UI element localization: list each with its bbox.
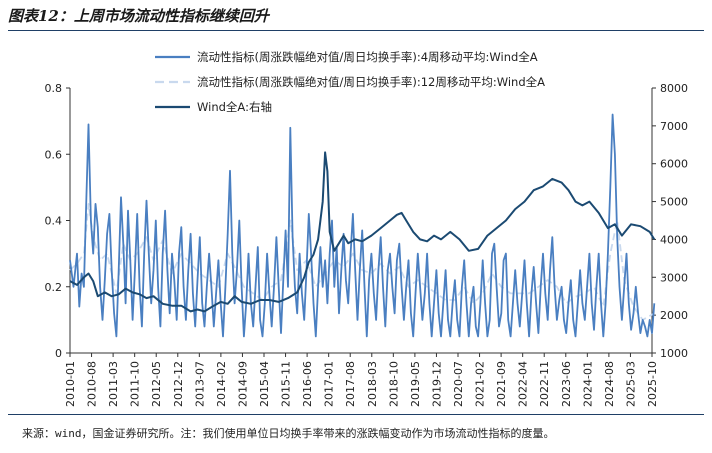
y-left-tick-label: 0.8 — [45, 82, 63, 95]
x-tick-label: 2014-09 — [236, 361, 249, 407]
y-left-tick-label: 0.2 — [45, 281, 63, 294]
y-right-tick-label: 1000 — [660, 347, 688, 360]
series-line-3 — [69, 151, 656, 313]
x-tick-label: 2016-06 — [301, 361, 314, 407]
source-note: 来源：wind，国金证券研究所。注：我们使用单位日均换手率带来的涨跌幅变动作为市… — [22, 427, 555, 440]
x-tick-label: 2017-08 — [344, 361, 357, 407]
x-tick-label: 2023-06 — [560, 361, 573, 407]
y-left-tick-label: 0 — [55, 347, 62, 360]
x-tick-label: 2011-10 — [129, 361, 142, 407]
x-tick-label: 2018-03 — [366, 361, 379, 407]
x-tick-label: 2015-04 — [258, 361, 271, 407]
series-layer — [69, 113, 656, 338]
x-tick-label: 2019-12 — [430, 361, 443, 407]
x-tick-label: 2015-11 — [280, 361, 293, 407]
x-tick-label: 2010-01 — [64, 361, 77, 407]
legend-label-3: Wind全A:右轴 — [197, 100, 272, 114]
series-line-1 — [69, 113, 656, 338]
y-left-tick-label: 0.4 — [45, 215, 63, 228]
title-rule — [8, 30, 704, 31]
x-tick-label: 2021-09 — [495, 361, 508, 407]
legend-label-2: 流动性指标(周涨跌幅绝对值/周日均换手率):12周移动平均:Wind全A — [197, 75, 545, 89]
y-right-tick-label: 8000 — [660, 82, 688, 95]
legend-label-1: 流动性指标(周涨跌幅绝对值/周日均换手率):4周移动平均:Wind全A — [197, 50, 538, 64]
x-tick-label: 2024-01 — [581, 361, 594, 407]
chart-legend: 流动性指标(周涨跌幅绝对值/周日均换手率):4周移动平均:Wind全A 流动性指标… — [155, 50, 545, 114]
x-tick-label: 2022-11 — [538, 361, 551, 407]
x-tick-label: 2019-05 — [409, 361, 422, 407]
x-tick-label: 2010-08 — [86, 361, 99, 407]
x-tick-label: 2020-07 — [452, 361, 465, 407]
y-right-tick-label: 2000 — [660, 309, 688, 322]
y-right-tick-label: 5000 — [660, 196, 688, 209]
x-tick-label: 2018-10 — [387, 361, 400, 407]
x-tick-label: 2012-12 — [172, 361, 185, 407]
x-tick-label: 2021-02 — [474, 361, 487, 407]
x-tick-label: 2024-08 — [603, 361, 616, 407]
x-tick-label: 2012-05 — [150, 361, 163, 407]
chart-axes: 0 0.2 0.4 0.6 0.8 1000 2000 3000 4000 5000 6000 700… — [45, 82, 689, 407]
source-rule — [8, 414, 704, 415]
x-tick-label: 2025-10 — [646, 361, 659, 407]
y-right-tick-label: 6000 — [660, 158, 688, 171]
x-tick-label: 2022-04 — [517, 361, 530, 407]
x-tick-label: 2014-02 — [215, 361, 228, 407]
x-tick-label: 2011-03 — [107, 361, 120, 407]
x-tick-label: 2017-01 — [323, 361, 336, 407]
y-right-tick-label: 7000 — [660, 120, 688, 133]
figure-title: 图表12：上周市场流动性指标继续回升 — [8, 7, 269, 25]
y-right-tick-label: 4000 — [660, 233, 688, 246]
y-right-tick-label: 3000 — [660, 271, 688, 284]
x-tick-label: 2013-07 — [193, 361, 206, 407]
y-left-tick-label: 0.6 — [45, 148, 63, 161]
x-tick-label: 2025-03 — [624, 361, 637, 407]
